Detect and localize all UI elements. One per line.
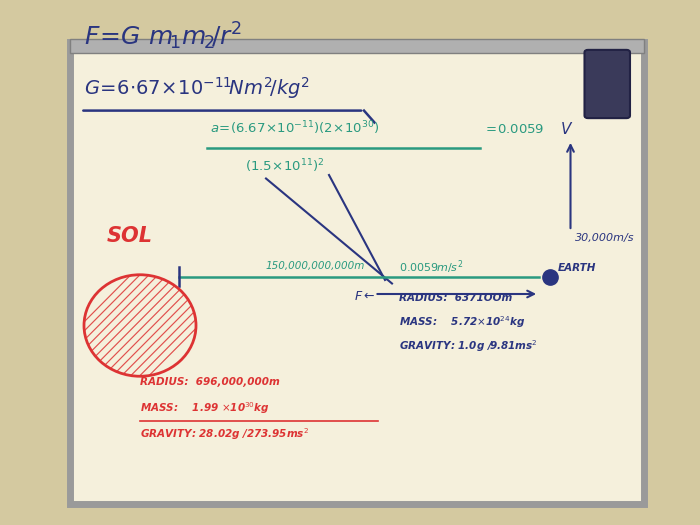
Text: RADIUS:  696,000,000m: RADIUS: 696,000,000m bbox=[140, 377, 280, 387]
Text: $=\!0.0059$: $=\!0.0059$ bbox=[483, 123, 544, 136]
Text: $F\!=\!G\ m_{\!1}m_{\!2}\!/r^2$: $F\!=\!G\ m_{\!1}m_{\!2}\!/r^2$ bbox=[84, 20, 242, 52]
FancyBboxPatch shape bbox=[584, 50, 630, 118]
Text: 150,000,000,000m: 150,000,000,000m bbox=[265, 261, 365, 271]
Text: 30,000m/s: 30,000m/s bbox=[575, 234, 635, 244]
Text: MASS:    5.72$\times$10$^{24}$kg: MASS: 5.72$\times$10$^{24}$kg bbox=[399, 314, 525, 330]
Text: GRAVITY: 1.0g /9.81ms$^2$: GRAVITY: 1.0g /9.81ms$^2$ bbox=[399, 338, 538, 354]
Text: $V$: $V$ bbox=[560, 121, 574, 138]
Text: RADIUS:  6371OOm: RADIUS: 6371OOm bbox=[399, 293, 512, 303]
Text: $a\!=\!(6.67\!\times\!10^{-11})(2\!\times\!10^{30})$: $a\!=\!(6.67\!\times\!10^{-11})(2\!\time… bbox=[210, 119, 379, 136]
Text: GRAVITY: 28.02g /273.95ms$^2$: GRAVITY: 28.02g /273.95ms$^2$ bbox=[140, 426, 309, 442]
Text: SOL: SOL bbox=[106, 226, 153, 246]
Text: $F\leftarrow$: $F\leftarrow$ bbox=[354, 290, 375, 302]
FancyBboxPatch shape bbox=[70, 42, 644, 504]
Text: MASS:    1.99 $\times$10$^{30}$kg: MASS: 1.99 $\times$10$^{30}$kg bbox=[140, 400, 270, 416]
Bar bbox=[70, 39, 644, 52]
Text: $G\!=\!6{\cdot}67\!\times\!10^{-11}\!Nm^2\!/kg^2$: $G\!=\!6{\cdot}67\!\times\!10^{-11}\!Nm^… bbox=[84, 75, 310, 101]
Text: EARTH: EARTH bbox=[558, 263, 596, 273]
Text: $0.0059m/s^2$: $0.0059m/s^2$ bbox=[399, 258, 463, 276]
Text: $(1.5\!\times\!10^{11})^2$: $(1.5\!\times\!10^{11})^2$ bbox=[245, 158, 325, 175]
